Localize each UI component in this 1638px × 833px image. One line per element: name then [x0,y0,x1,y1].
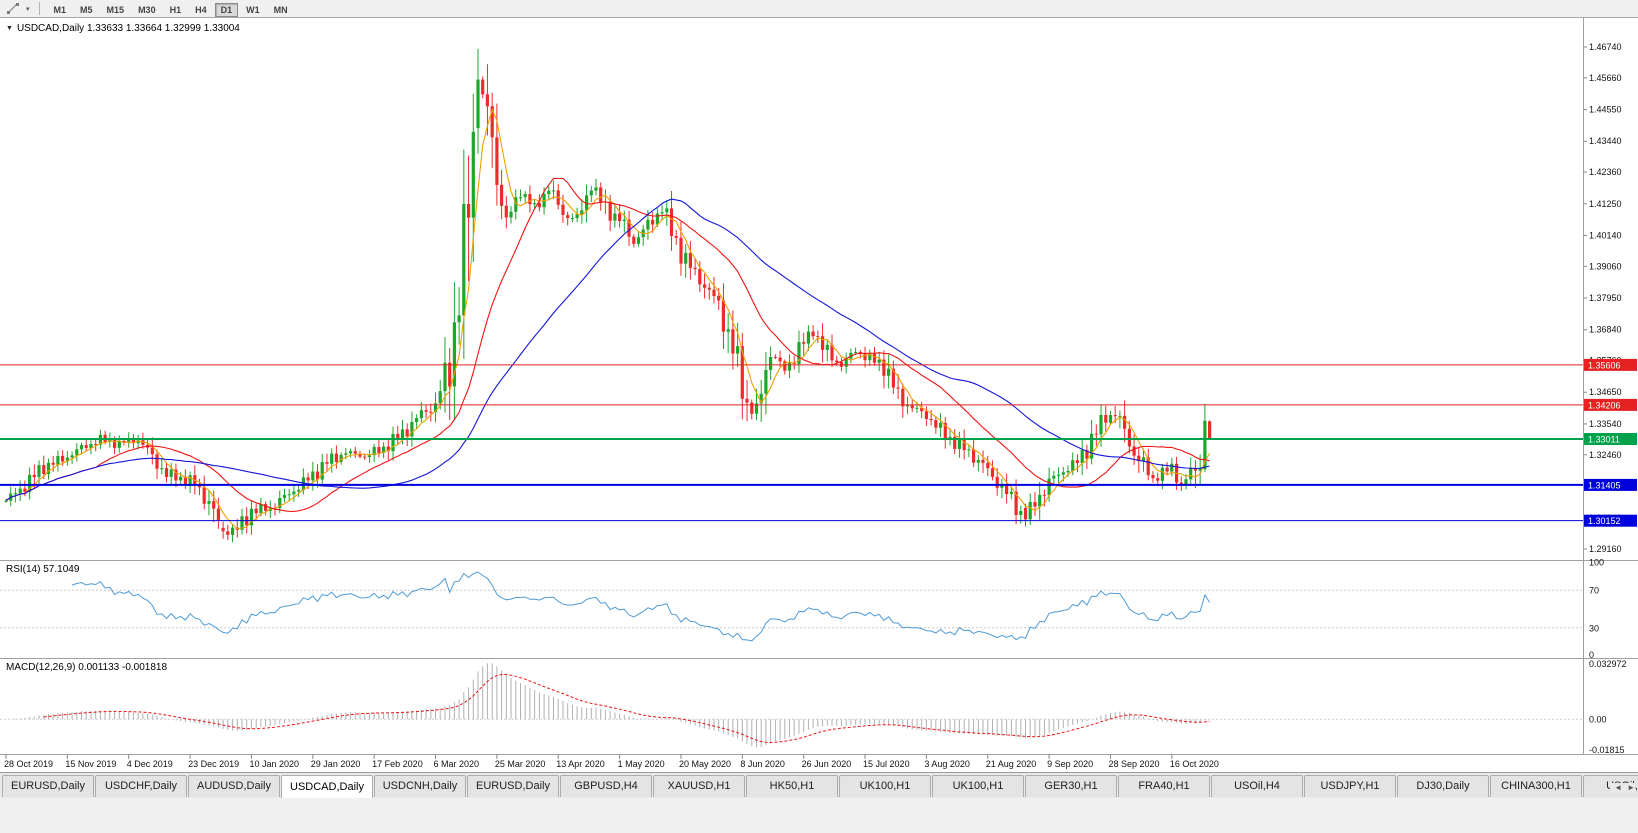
tab-scroll-right-icon[interactable]: ► [1627,783,1635,792]
chart-tab-xauusd-h1[interactable]: XAUUSD,H1 [653,775,745,797]
timeframe-button-h1[interactable]: H1 [169,4,182,15]
time-axis-label: 16 Oct 2020 [1170,759,1219,769]
time-axis-label: 15 Jul 2020 [863,759,910,769]
time-axis-label: 15 Nov 2019 [65,759,116,769]
price-axis-label: 1.34650 [1589,387,1622,397]
chart-tab-fra40-h1[interactable]: FRA40,H1 [1118,775,1210,797]
tab-scroll-buttons: ◄ ► [1610,783,1635,792]
time-axis-label: 25 Mar 2020 [495,759,546,769]
timeframe-button-group: M1 M5 M15 M30 H1 H4 D1 W1 MN [47,0,295,18]
price-axis-label: 1.39060 [1589,261,1622,271]
timeframe-button-m1[interactable]: M1 [53,4,67,15]
time-axis-label: 28 Sep 2020 [1108,759,1159,769]
chart-tab-bar: EURUSD,Daily USDCHF,Daily AUDUSD,Daily USDC… [0,772,1638,798]
ma-line-5 [5,108,1211,530]
price-badge [1584,398,1637,411]
chart-tab-china300-h1[interactable]: CHINA300,H1 [1490,775,1582,797]
tab-scroll-left-icon[interactable]: ◄ [1614,783,1623,792]
price-badge-label: 1.31405 [1588,480,1621,490]
time-axis-label: 28 Oct 2019 [4,759,53,769]
rsi-axis-label: 30 [1589,623,1599,633]
toolbar-separator [38,2,40,15]
price-badge-label: 1.33011 [1588,435,1620,445]
price-axis-label: 1.41250 [1589,199,1622,209]
chart-tab-uk100-h1[interactable]: UK100,H1 [932,775,1024,797]
time-axis-label: 23 Dec 2019 [188,759,239,769]
macd-axis-label: -0.01815 [1589,745,1625,755]
price-axis-label: 1.42360 [1589,167,1622,177]
chart-tab-usdchf-daily[interactable]: USDCHF,Daily [95,775,187,797]
time-axis-label: 26 Jun 2020 [802,759,852,769]
price-badge-label: 1.34206 [1588,400,1621,410]
time-axis-label: 3 Aug 2020 [924,759,970,769]
price-badge [1584,433,1637,445]
chart-tab-ger30-h1[interactable]: GER30,H1 [1025,775,1117,797]
time-axis-label: 17 Feb 2020 [372,759,423,769]
macd-axis-label: 0.032972 [1589,659,1627,669]
candlestick-series[interactable] [4,48,1212,543]
tab-strip: EURUSD,Daily USDCHF,Daily AUDUSD,Daily USDC… [2,775,1638,798]
price-axis-label: 1.37950 [1589,293,1622,303]
price-axis-label: 1.36840 [1589,325,1622,335]
chart-window: 1.46740 1.45660 1.44550 1.43440 1.42360 1.412… [0,18,1638,772]
price-badge [1584,514,1637,527]
chart-tab-usdcnh-daily[interactable]: USDCNH,Daily [374,775,466,797]
price-axis-label: 1.46740 [1589,42,1622,52]
window-bottom-area [0,798,1638,833]
time-axis-label: 29 Jan 2020 [311,759,361,769]
time-axis-label: 13 Apr 2020 [556,759,605,769]
price-axis-label: 1.43440 [1589,136,1622,146]
time-axis-label: 8 Jun 2020 [740,759,785,769]
price-badge [1584,358,1637,371]
time-axis-label: 10 Jan 2020 [249,759,299,769]
top-toolbar: ▾ M1 M5 M15 M30 H1 H4 D1 W1 MN [0,0,1638,18]
ma-line-20 [5,177,1210,513]
macd-signal-line [43,674,1210,744]
chart-tab-audusd-daily[interactable]: AUDUSD,Daily [188,775,280,797]
price-axis-label: 1.32460 [1589,450,1622,460]
chevron-down-icon[interactable]: ▾ [26,5,30,13]
macd-histogram [14,663,1211,748]
chart-tab-gbpusd-h4[interactable]: GBPUSD,H4 [560,775,652,797]
time-axis-label: 1 May 2020 [618,759,665,769]
chart-tab-eurusd-daily[interactable]: EURUSD,Daily [2,775,94,797]
price-axis-label: 1.44550 [1589,105,1622,115]
price-axis-label: 1.40140 [1589,230,1622,240]
timeframe-button-d1[interactable]: D1 [214,2,239,17]
timeframe-button-h4[interactable]: H4 [195,4,207,15]
rsi-line [71,571,1211,642]
rsi-axis-label: 0 [1589,650,1594,660]
trendline-icon [7,3,19,14]
time-axis-label: 9 Sep 2020 [1047,759,1093,769]
price-badge [1584,478,1637,491]
timeframe-button-m15[interactable]: M15 [106,4,125,15]
macd-axis-label: 0.00 [1589,714,1607,724]
timeframe-button-w1[interactable]: W1 [246,4,260,15]
price-badge-label: 1.30152 [1588,516,1621,526]
time-axis-label: 4 Dec 2019 [127,759,173,769]
time-axis-label: 20 May 2020 [679,759,731,769]
chart-tab-eurusd-daily[interactable]: EURUSD,Daily [467,775,559,797]
price-axis-label: 1.45660 [1589,73,1622,83]
time-axis-label: 6 Mar 2020 [434,759,480,769]
rsi-axis-label: 70 [1589,586,1599,596]
rsi-axis-label: 100 [1589,558,1604,568]
chart-canvas[interactable]: 1.46740 1.45660 1.44550 1.43440 1.42360 1.412… [0,18,1638,772]
price-axis-label: 1.29160 [1589,544,1622,554]
chart-tab-dj30-daily[interactable]: DJ30,Daily [1397,775,1489,797]
chart-tab-uk100-h1[interactable]: UK100,H1 [839,775,931,797]
timeframe-button-mn[interactable]: MN [273,4,288,15]
timeframe-button-m30[interactable]: M30 [138,4,156,15]
price-axis-label: 1.33540 [1589,419,1622,429]
trendline-tool-button[interactable] [4,2,22,15]
ma-line-45 [5,198,1210,502]
chart-tab-usdcad-daily[interactable]: USDCAD,Daily [281,775,373,798]
time-axis-label: 21 Aug 2020 [986,759,1037,769]
chart-tab-usoil-h4[interactable]: USOil,H4 [1211,775,1303,797]
timeframe-button-m5[interactable]: M5 [80,4,93,15]
chart-tab-hk50-h1[interactable]: HK50,H1 [746,775,838,797]
price-badge-label: 1.35606 [1588,360,1621,370]
chart-tab-usdjpy-h1[interactable]: USDJPY,H1 [1304,775,1396,797]
